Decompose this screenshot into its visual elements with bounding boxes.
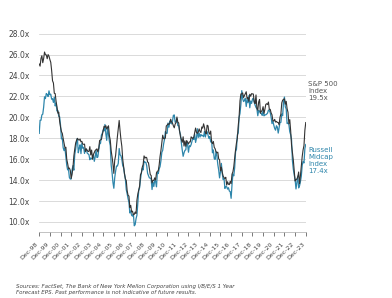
Text: Sources: FactSet, The Bank of New York Mellon Corporation using I/B/E/S 1 Year
F: Sources: FactSet, The Bank of New York M… [16, 284, 234, 295]
Text: Russell
Midcap
Index
17.4x: Russell Midcap Index 17.4x [309, 147, 333, 174]
Text: S&P 500
Index
19.5x: S&P 500 Index 19.5x [309, 81, 338, 101]
